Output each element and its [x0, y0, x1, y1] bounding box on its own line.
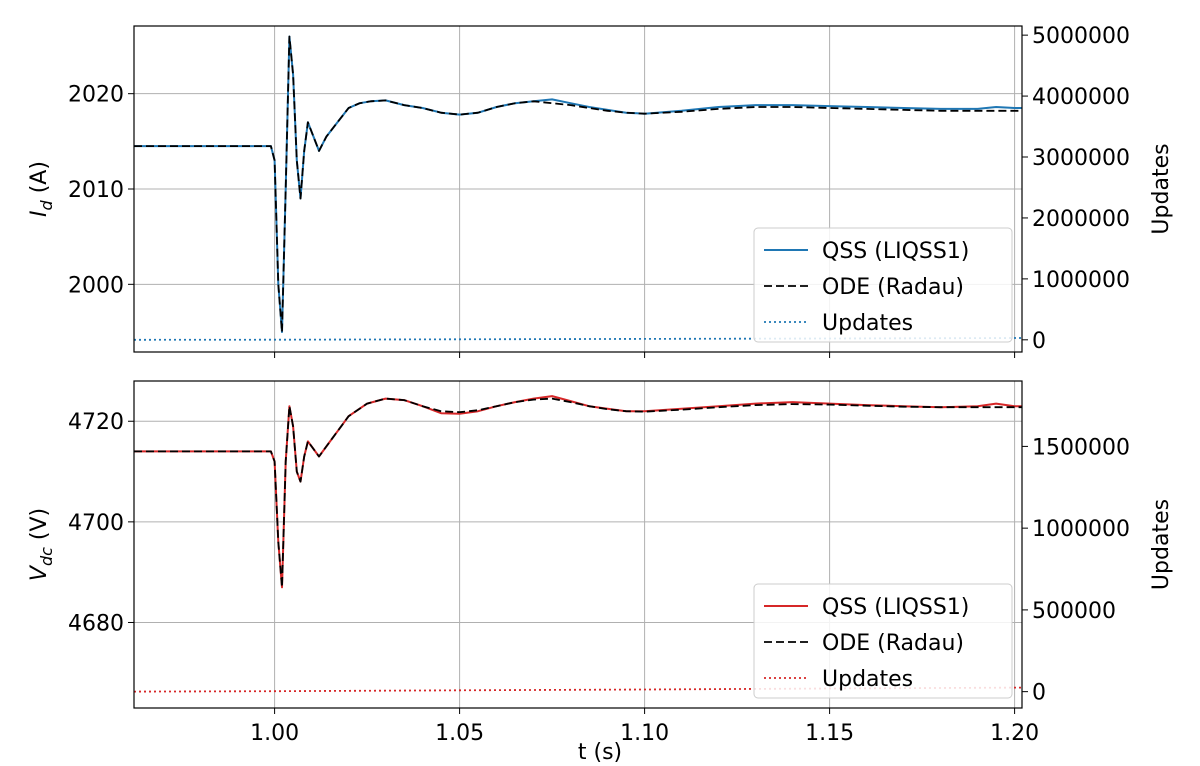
y-tick-label: 2010	[68, 178, 124, 203]
series-group	[134, 35, 1022, 341]
x-tick-label: 1.20	[990, 721, 1039, 746]
chart-panel-voltage: 1.00 1.05 1.10 1.15 1.20 4680 4700 4720 0 500000 1…	[27, 380, 1174, 765]
y-axis-label-symbol: I	[27, 210, 52, 217]
x-tick-label: 1.10	[620, 721, 669, 746]
series-line-1	[134, 397, 1022, 589]
y-axis-label-subscript: d	[37, 199, 56, 210]
y-tick-label: 4680	[68, 611, 124, 636]
y2-tick-label: 1000000	[1032, 268, 1130, 293]
y-axis-label: Id (A)	[27, 161, 56, 217]
x-tick-label: 1.00	[250, 721, 299, 746]
axes-frame	[133, 380, 1023, 709]
y2-tick-label: 1500000	[1032, 435, 1130, 460]
y2-tick-label: 0	[1032, 329, 1046, 354]
y2-tick-label: 3000000	[1032, 146, 1130, 171]
y-axis-label-symbol: V	[27, 564, 52, 581]
y2-tick-label: 4000000	[1032, 85, 1130, 110]
series-line-1	[134, 35, 1022, 333]
series-line-0	[134, 395, 1022, 589]
legend-label: QSS (LIQSS1)	[822, 595, 969, 620]
y-axis-label-unit: (V)	[27, 508, 52, 547]
x-tick-label: 1.15	[805, 721, 854, 746]
legend-label: ODE (Radau)	[822, 631, 964, 656]
legend-label: Updates	[822, 311, 913, 336]
y-tick-label: 2020	[68, 83, 124, 108]
y2-tick-label: 0	[1032, 681, 1046, 706]
x-axis-label: t (s)	[578, 740, 622, 765]
y2-tick-label: 1000000	[1032, 517, 1130, 542]
legend-label: QSS (LIQSS1)	[822, 239, 969, 264]
y-tick-label: 4720	[68, 410, 124, 435]
x-tick-label: 1.05	[435, 721, 484, 746]
y2-tick-label: 500000	[1032, 599, 1116, 624]
y-axis-label: Vdc (V)	[27, 508, 56, 581]
y2-axis-label: Updates	[1149, 499, 1174, 590]
y2-tick-label: 5000000	[1032, 24, 1130, 49]
y-axis-label-unit: (A)	[27, 161, 52, 200]
y2-tick-label: 2000000	[1032, 207, 1130, 232]
y-tick-label: 4700	[68, 511, 124, 536]
legend-label: ODE (Radau)	[822, 275, 964, 300]
y2-axis-label: Updates	[1149, 143, 1174, 234]
legend-label: Updates	[822, 667, 913, 692]
y-tick-label: 2000	[68, 273, 124, 298]
legend-box	[753, 583, 1013, 699]
y-axis-label-subscript: dc	[37, 547, 56, 566]
series-group	[134, 395, 1022, 693]
legend-box	[753, 227, 1013, 343]
chart-panel-current: 2000 2010 2020 0 1000000 2000000 3000000 400000…	[27, 24, 1174, 358]
